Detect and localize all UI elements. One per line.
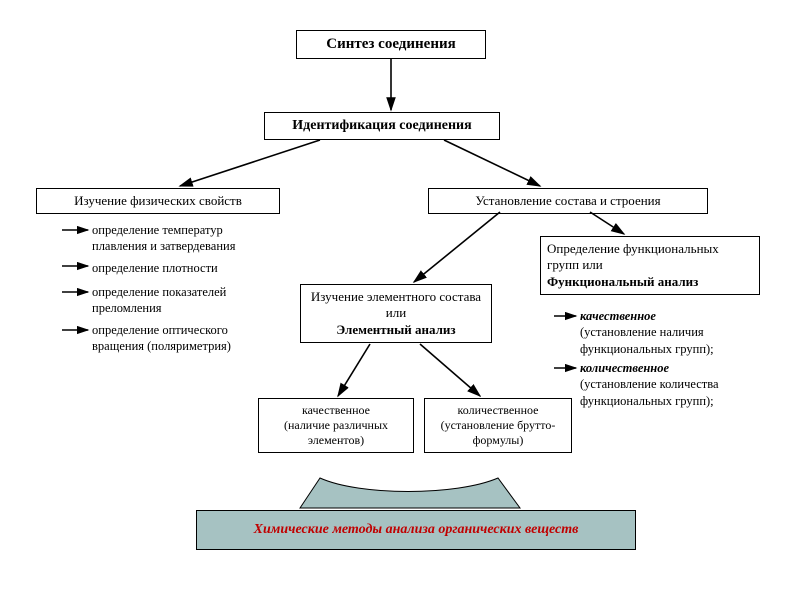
node-qual-elem: качественное(наличие различных элементов… [258, 398, 414, 453]
bullet-head: количественное [580, 361, 669, 375]
node-synthesis: Синтез соединения [296, 30, 486, 59]
node-label: Синтез соединения [326, 36, 455, 52]
node-functional: Определение функциональных групп или Фун… [540, 236, 760, 295]
list-text: определение температур плавления и затве… [92, 223, 235, 253]
list-item: определение температур плавления и затве… [92, 222, 272, 255]
node-composition: Установление состава и строения [428, 188, 708, 214]
node-identification: Идентификация соединения [264, 112, 500, 140]
banner-chemical-methods: Химические методы анализа органических в… [196, 510, 636, 550]
bullet-tail: (установление наличия функциональных гру… [580, 325, 714, 355]
node-label: количественное(установление брутто-форму… [441, 403, 556, 447]
list-item: определение показателей преломления [92, 284, 272, 317]
node-label: Идентификация соединения [292, 118, 471, 133]
list-text: определение оптического вращения (поляри… [92, 323, 231, 353]
node-label: Изучение физических свойств [74, 193, 242, 208]
list-item: определение плотности [92, 260, 272, 276]
bullet-head: качественное [580, 309, 656, 323]
bullet-tail: (установление количества функциональных … [580, 377, 719, 407]
node-label: Установление состава и строения [475, 193, 660, 208]
bullet-item: качественное (установление наличия функц… [580, 308, 780, 357]
list-text: определение плотности [92, 261, 218, 275]
list-item: определение оптического вращения (поляри… [92, 322, 282, 355]
list-text: определение показателей преломления [92, 285, 226, 315]
node-label-bold: Элементный анализ [336, 322, 455, 337]
node-quant-elem: количественное(установление брутто-форму… [424, 398, 572, 453]
node-label-pre: Изучение элементного состава или [311, 289, 481, 320]
node-label-pre: Определение функциональных групп или [547, 241, 719, 272]
banner-label: Химические методы анализа органических в… [254, 522, 579, 538]
bullet-item: количественное (установление количества … [580, 360, 780, 409]
node-label: качественное(наличие различных элементов… [284, 403, 388, 447]
node-label-bold: Функциональный анализ [547, 274, 698, 289]
node-physical: Изучение физических свойств [36, 188, 280, 214]
node-elemental: Изучение элементного состава или Элемент… [300, 284, 492, 343]
